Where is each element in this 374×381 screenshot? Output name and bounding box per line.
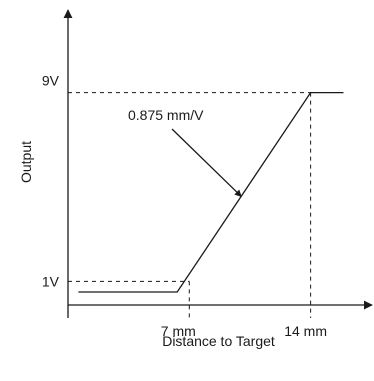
series-layer [78, 91, 344, 293]
x-tick-label: 7 mm [161, 323, 196, 339]
x-axis-label: Distance to Target [162, 333, 275, 349]
guide-lines [68, 92, 312, 318]
y-tick-label: 1V [42, 273, 60, 289]
annotation-arrow [171, 128, 242, 197]
x-tick-label: 14 mm [284, 323, 327, 339]
series-line [78, 91, 344, 293]
slope-annotation: 0.875 mm/V [128, 107, 204, 123]
y-tick-label: 9V [42, 73, 60, 89]
y-axis-label: Output [18, 141, 34, 183]
